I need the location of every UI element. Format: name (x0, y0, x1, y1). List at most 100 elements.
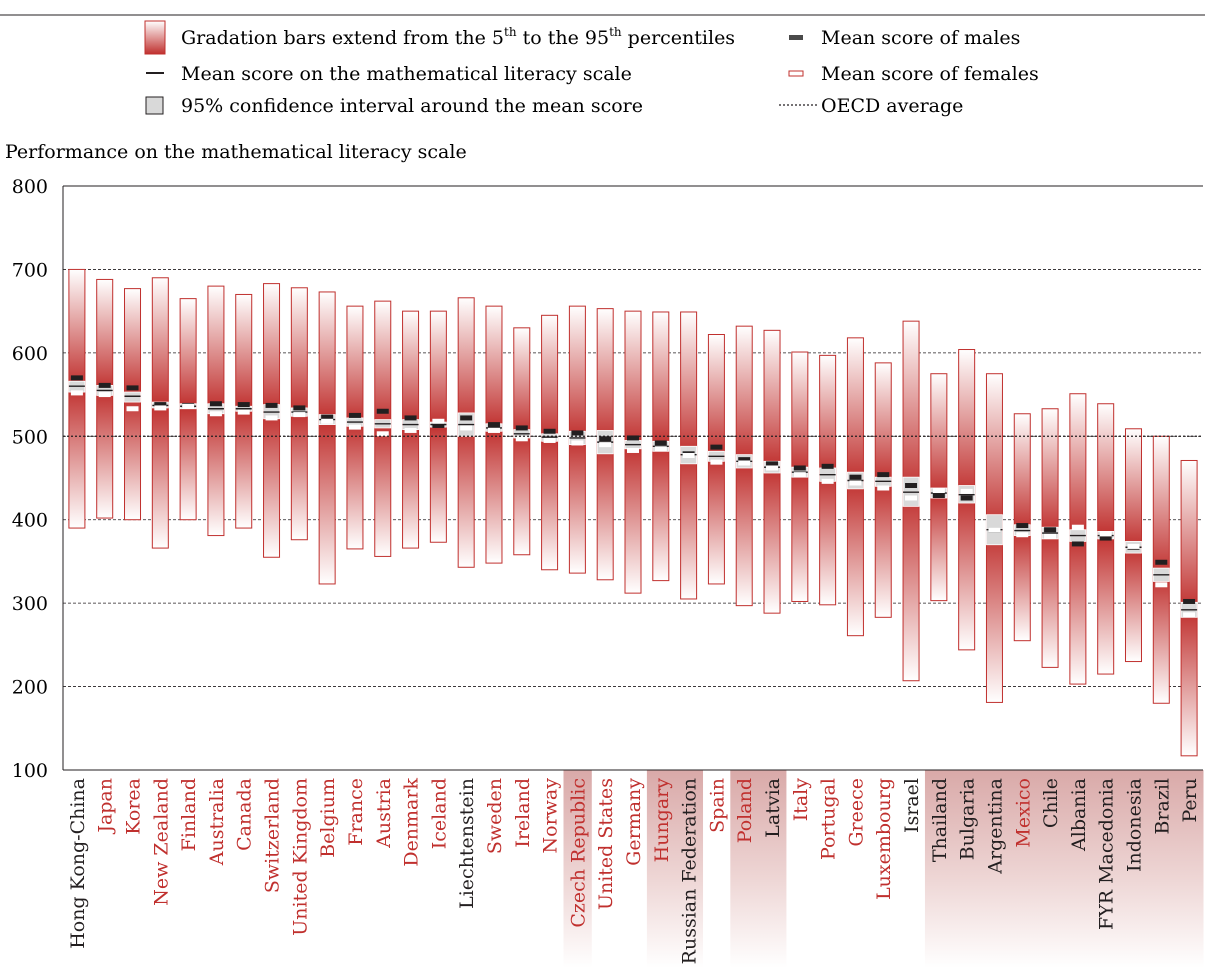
bar-lower-gradient (597, 442, 614, 580)
male-mean-mark (432, 422, 445, 428)
country-bar (207, 285, 225, 537)
bar-lower-gradient (819, 474, 836, 605)
female-mean-mark (515, 436, 528, 442)
country-label: United Kingdom (289, 778, 311, 936)
male-mean-mark (460, 415, 473, 421)
female-mean-mark (932, 488, 945, 494)
country-bar (513, 327, 531, 556)
bar-outline (124, 288, 142, 521)
country-label: FYR Macedonia (1096, 778, 1118, 930)
bar-upper-gradient (430, 311, 447, 425)
bar-upper-gradient (819, 355, 836, 475)
female-mean-mark (599, 442, 612, 448)
female-mean-mark (1183, 612, 1196, 618)
country-bar (791, 351, 809, 602)
shade-band (1147, 770, 1176, 968)
country-label: Portugal (818, 778, 840, 860)
shade-band (674, 770, 704, 968)
bar-lower-gradient (847, 480, 864, 636)
bar-lower-gradient (569, 437, 586, 574)
male-mean-mark (70, 375, 83, 381)
male-mean-mark (960, 495, 973, 501)
bar-upper-gradient (263, 283, 280, 413)
bar-lower-gradient (930, 493, 947, 601)
female-mean-mark (1155, 582, 1168, 588)
y-tick-label: 700 (12, 259, 48, 281)
shade-band (952, 770, 982, 968)
male-mean-mark (265, 402, 278, 408)
country-label: Ireland (512, 778, 534, 848)
shade-band (924, 770, 954, 968)
country-label: Chile (1040, 778, 1062, 828)
bar-upper-gradient (847, 337, 864, 481)
y-tick-label: 500 (12, 426, 48, 448)
bar-outline (263, 283, 281, 558)
male-mean-mark (487, 422, 500, 428)
female-mean-mark (209, 411, 222, 417)
country-bar (874, 362, 892, 618)
ci-box (124, 391, 141, 403)
female-mean-mark (182, 403, 195, 409)
bar-lower-gradient (1097, 535, 1114, 675)
female-mean-mark (321, 418, 334, 424)
female-mean-mark (432, 418, 445, 424)
shade-band (1008, 770, 1037, 968)
legend-gradation-part2: to the 95 (517, 27, 610, 49)
shade-band (730, 770, 759, 968)
country-bar (1069, 393, 1087, 685)
bar-outline (541, 314, 559, 571)
country-bar (290, 287, 308, 541)
legend-females-text: Mean score of females (821, 63, 1039, 85)
female-mean-mark (487, 427, 500, 433)
female-mean-mark (543, 437, 556, 443)
bar-lower-gradient (736, 461, 753, 606)
bar-upper-gradient (124, 288, 141, 397)
legend-males-text: Mean score of males (821, 27, 1020, 49)
country-bar (68, 268, 86, 529)
xlabel-layer: Hong Kong-China Japan Korea New Zealand Finl… (67, 778, 1201, 965)
bar-outline (374, 300, 392, 557)
female-mean-mark (348, 424, 361, 430)
legend-mean-line-text: Mean score on the mathematical literacy … (181, 63, 632, 85)
bar-lower-gradient (430, 424, 447, 543)
country-label: Luxembourg (873, 778, 895, 900)
country-label: Latvia (762, 778, 784, 838)
bar-outline (346, 305, 364, 550)
bar-lower-gradient (1153, 574, 1170, 704)
legend-gradation-swatch (144, 20, 166, 55)
country-label: Iceland (428, 778, 450, 849)
bar-lower-gradient (986, 529, 1003, 703)
bar-lower-gradient (958, 494, 975, 650)
female-mean-mark (821, 478, 834, 484)
male-mean-mark (793, 465, 806, 471)
country-label: Italy (790, 778, 812, 822)
bar-lower-gradient (791, 472, 808, 602)
country-bar (402, 310, 420, 549)
country-label: Liechtenstein (456, 778, 478, 909)
country-label: Sweden (484, 778, 506, 854)
female-mean-mark (237, 409, 250, 415)
bar-lower-gradient (96, 390, 113, 519)
bar-upper-gradient (1042, 408, 1059, 534)
country-label: Brazil (1151, 778, 1173, 835)
bar-lower-gradient (207, 408, 224, 536)
bar-lower-gradient (764, 467, 781, 614)
country-label: Canada (234, 778, 256, 851)
male-mean-mark (1155, 559, 1168, 565)
male-mean-mark (627, 435, 639, 441)
bar-upper-gradient (680, 311, 697, 455)
country-label: Finland (178, 778, 200, 851)
female-mean-mark (1044, 533, 1057, 539)
shade-band (1091, 770, 1121, 968)
y-tick-label: 300 (12, 593, 48, 615)
legend-gradation-part1: Gradation bars extend from the 5 (181, 27, 504, 49)
male-mean-mark (905, 483, 918, 489)
country-bar (485, 305, 503, 564)
bar-lower-gradient (1042, 533, 1059, 668)
bar-outline (68, 268, 86, 529)
legend-females-swatch (788, 70, 804, 77)
country-label: Greece (845, 778, 867, 847)
legend-males-swatch (789, 35, 803, 40)
shade-band (1036, 770, 1065, 968)
chart-title: Performance on the mathematical literacy… (5, 141, 467, 163)
